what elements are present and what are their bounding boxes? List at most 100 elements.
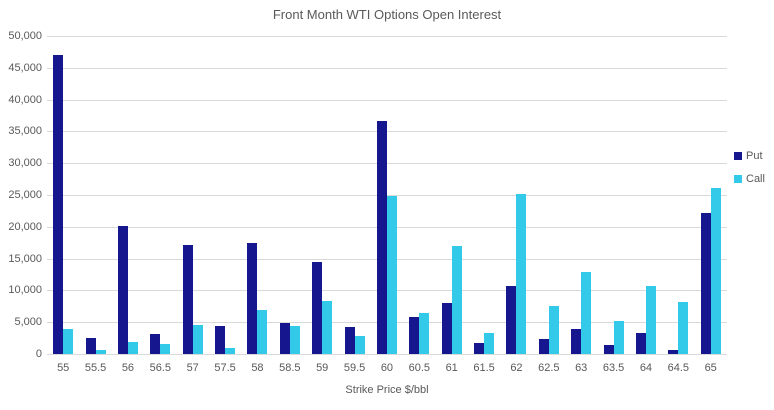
call-bar-57.5: [225, 348, 236, 354]
bar-group-56: [112, 37, 144, 354]
x-axis-tick-label: 59: [316, 362, 329, 374]
gridline: [47, 67, 727, 69]
call-bar-57: [192, 325, 203, 354]
put-bar-58.5: [279, 323, 290, 354]
x-axis-tick-label: 56: [121, 362, 135, 374]
legend-item-call: Call: [734, 173, 765, 185]
put-bar-56.5: [150, 333, 161, 354]
call-bar-59.5: [354, 336, 365, 354]
gridline: [47, 163, 727, 165]
put-bar-61.5: [474, 343, 485, 354]
call-bar-63.5: [613, 320, 624, 354]
legend-swatch-put: [734, 152, 742, 160]
call-bar-62: [516, 194, 527, 354]
plot-area: [47, 36, 727, 355]
x-axis-tick-label: 60.5: [408, 362, 431, 374]
put-bar-55.5: [85, 338, 96, 354]
put-bar-59.5: [344, 327, 355, 354]
put-bar-55: [53, 55, 64, 354]
bar-group-59: [306, 37, 338, 354]
x-axis-tick-label: 58.5: [279, 362, 301, 374]
x-axis-tick-label: 57.5: [214, 362, 236, 374]
x-axis-tick-label: 56.5: [149, 362, 172, 374]
x-axis-tick-label: 60: [380, 362, 394, 374]
bar-group-59.5: [338, 37, 370, 354]
bar-group-55.5: [79, 37, 111, 354]
call-bar-61: [451, 245, 462, 354]
call-bar-58: [257, 310, 268, 354]
bar-group-63.5: [597, 37, 629, 354]
bars-row: [47, 37, 727, 354]
legend-label-put: Put: [746, 150, 763, 162]
gridline: [47, 99, 727, 101]
put-bar-59: [312, 262, 323, 354]
call-bar-59: [322, 300, 333, 354]
y-axis-tick-label: 5,000: [14, 316, 42, 329]
y-axis-tick-label: 25,000: [8, 189, 42, 201]
x-axis-tick-label: 64: [639, 362, 653, 374]
put-bar-57: [182, 245, 193, 354]
call-bar-56: [127, 341, 138, 354]
x-axis-tick-label: 58: [251, 362, 264, 374]
call-bar-63: [581, 271, 592, 354]
bar-group-62.5: [533, 37, 565, 354]
legend-item-put: Put: [734, 150, 765, 162]
bar-group-57.5: [209, 37, 241, 354]
call-bar-60.5: [419, 313, 430, 354]
x-axis-tick-label: 64.5: [667, 362, 690, 374]
put-bar-56: [117, 225, 128, 354]
bar-group-63: [565, 37, 597, 354]
y-axis-tick-label: 20,000: [8, 220, 42, 233]
x-axis-tick-label: 61: [445, 362, 458, 374]
x-axis-tick-label: 55: [57, 362, 70, 374]
put-bar-63.5: [603, 345, 614, 354]
legend-label-call: Call: [746, 173, 765, 185]
x-axis-tick-label: 61.5: [473, 362, 495, 374]
bar-group-60: [371, 37, 403, 354]
bar-group-64: [630, 37, 662, 354]
chart-title: Front Month WTI Options Open Interest: [272, 7, 502, 22]
x-axis-title: Strike Price $/bbl: [345, 384, 429, 396]
bar-group-62: [500, 37, 532, 354]
y-axis-tick-label: 45,000: [8, 61, 42, 74]
put-bar-58: [247, 243, 258, 354]
y-axis-tick-label: 40,000: [8, 93, 42, 106]
legend: Put Call: [734, 150, 765, 185]
bar-group-55: [47, 37, 79, 354]
bar-group-58: [241, 37, 273, 354]
bar-group-56.5: [144, 37, 176, 354]
x-axis-tick-label: 62: [510, 362, 523, 374]
call-bar-55: [63, 329, 74, 354]
x-axis-tick-label: 55.5: [84, 362, 107, 374]
x-axis-tick-label: 65: [704, 362, 717, 374]
call-bar-56.5: [160, 344, 171, 354]
gridline: [47, 36, 727, 37]
put-bar-60.5: [409, 317, 420, 354]
gridline: [47, 131, 727, 133]
bar-group-64.5: [662, 37, 694, 354]
x-axis-tick-label: 62.5: [538, 362, 560, 374]
bar-group-57: [177, 37, 209, 354]
bar-group-61: [436, 37, 468, 354]
x-axis-tick-label: 63.5: [602, 362, 625, 374]
x-axis: 55 55.5 56 56.5 57 57.5 58 58.5 59 59.5 60 60.5 61 61…: [47, 362, 727, 374]
call-bar-61.5: [484, 333, 495, 354]
put-bar-60: [376, 120, 387, 354]
put-bar-65: [700, 212, 711, 354]
x-axis-tick-label: 57: [186, 362, 199, 374]
put-bar-62.5: [538, 338, 549, 354]
put-bar-64: [635, 333, 646, 354]
call-bar-62.5: [548, 306, 559, 354]
y-axis-tick-label: 0: [35, 348, 42, 360]
y-axis-tick-label: 50,000: [8, 30, 42, 42]
y-axis-tick-label: 30,000: [8, 157, 42, 170]
call-bar-64: [645, 285, 656, 354]
put-bar-62: [506, 285, 517, 354]
call-bar-65: [710, 188, 721, 354]
call-bar-60: [386, 195, 397, 354]
call-bar-58.5: [289, 326, 300, 354]
call-bar-55.5: [95, 349, 106, 354]
put-bar-64.5: [668, 350, 679, 354]
put-bar-61: [441, 303, 452, 354]
